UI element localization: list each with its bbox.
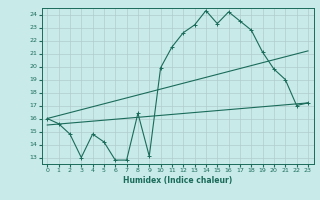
X-axis label: Humidex (Indice chaleur): Humidex (Indice chaleur) [123,176,232,185]
